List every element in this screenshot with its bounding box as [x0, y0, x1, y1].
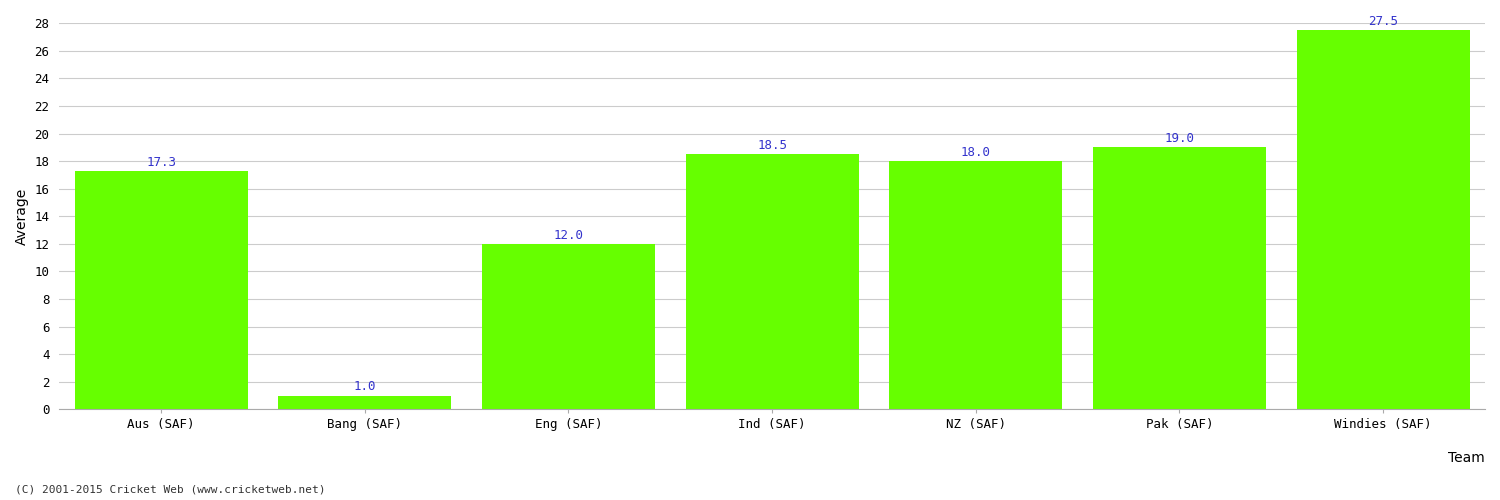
- Text: 12.0: 12.0: [554, 229, 584, 242]
- Text: 1.0: 1.0: [354, 380, 376, 394]
- Y-axis label: Average: Average: [15, 188, 28, 245]
- Text: Team: Team: [1448, 451, 1485, 465]
- Text: 19.0: 19.0: [1164, 132, 1194, 145]
- Bar: [482, 244, 656, 410]
- Bar: [890, 161, 1062, 410]
- Text: (C) 2001-2015 Cricket Web (www.cricketweb.net): (C) 2001-2015 Cricket Web (www.cricketwe…: [15, 485, 326, 495]
- Text: 18.5: 18.5: [758, 139, 788, 152]
- Text: 27.5: 27.5: [1368, 15, 1398, 28]
- Text: 18.0: 18.0: [962, 146, 992, 159]
- Bar: [686, 154, 858, 409]
- Bar: [75, 171, 248, 410]
- Text: 17.3: 17.3: [146, 156, 176, 168]
- Bar: [1296, 30, 1470, 409]
- Bar: [1094, 148, 1266, 410]
- Bar: [278, 396, 452, 409]
